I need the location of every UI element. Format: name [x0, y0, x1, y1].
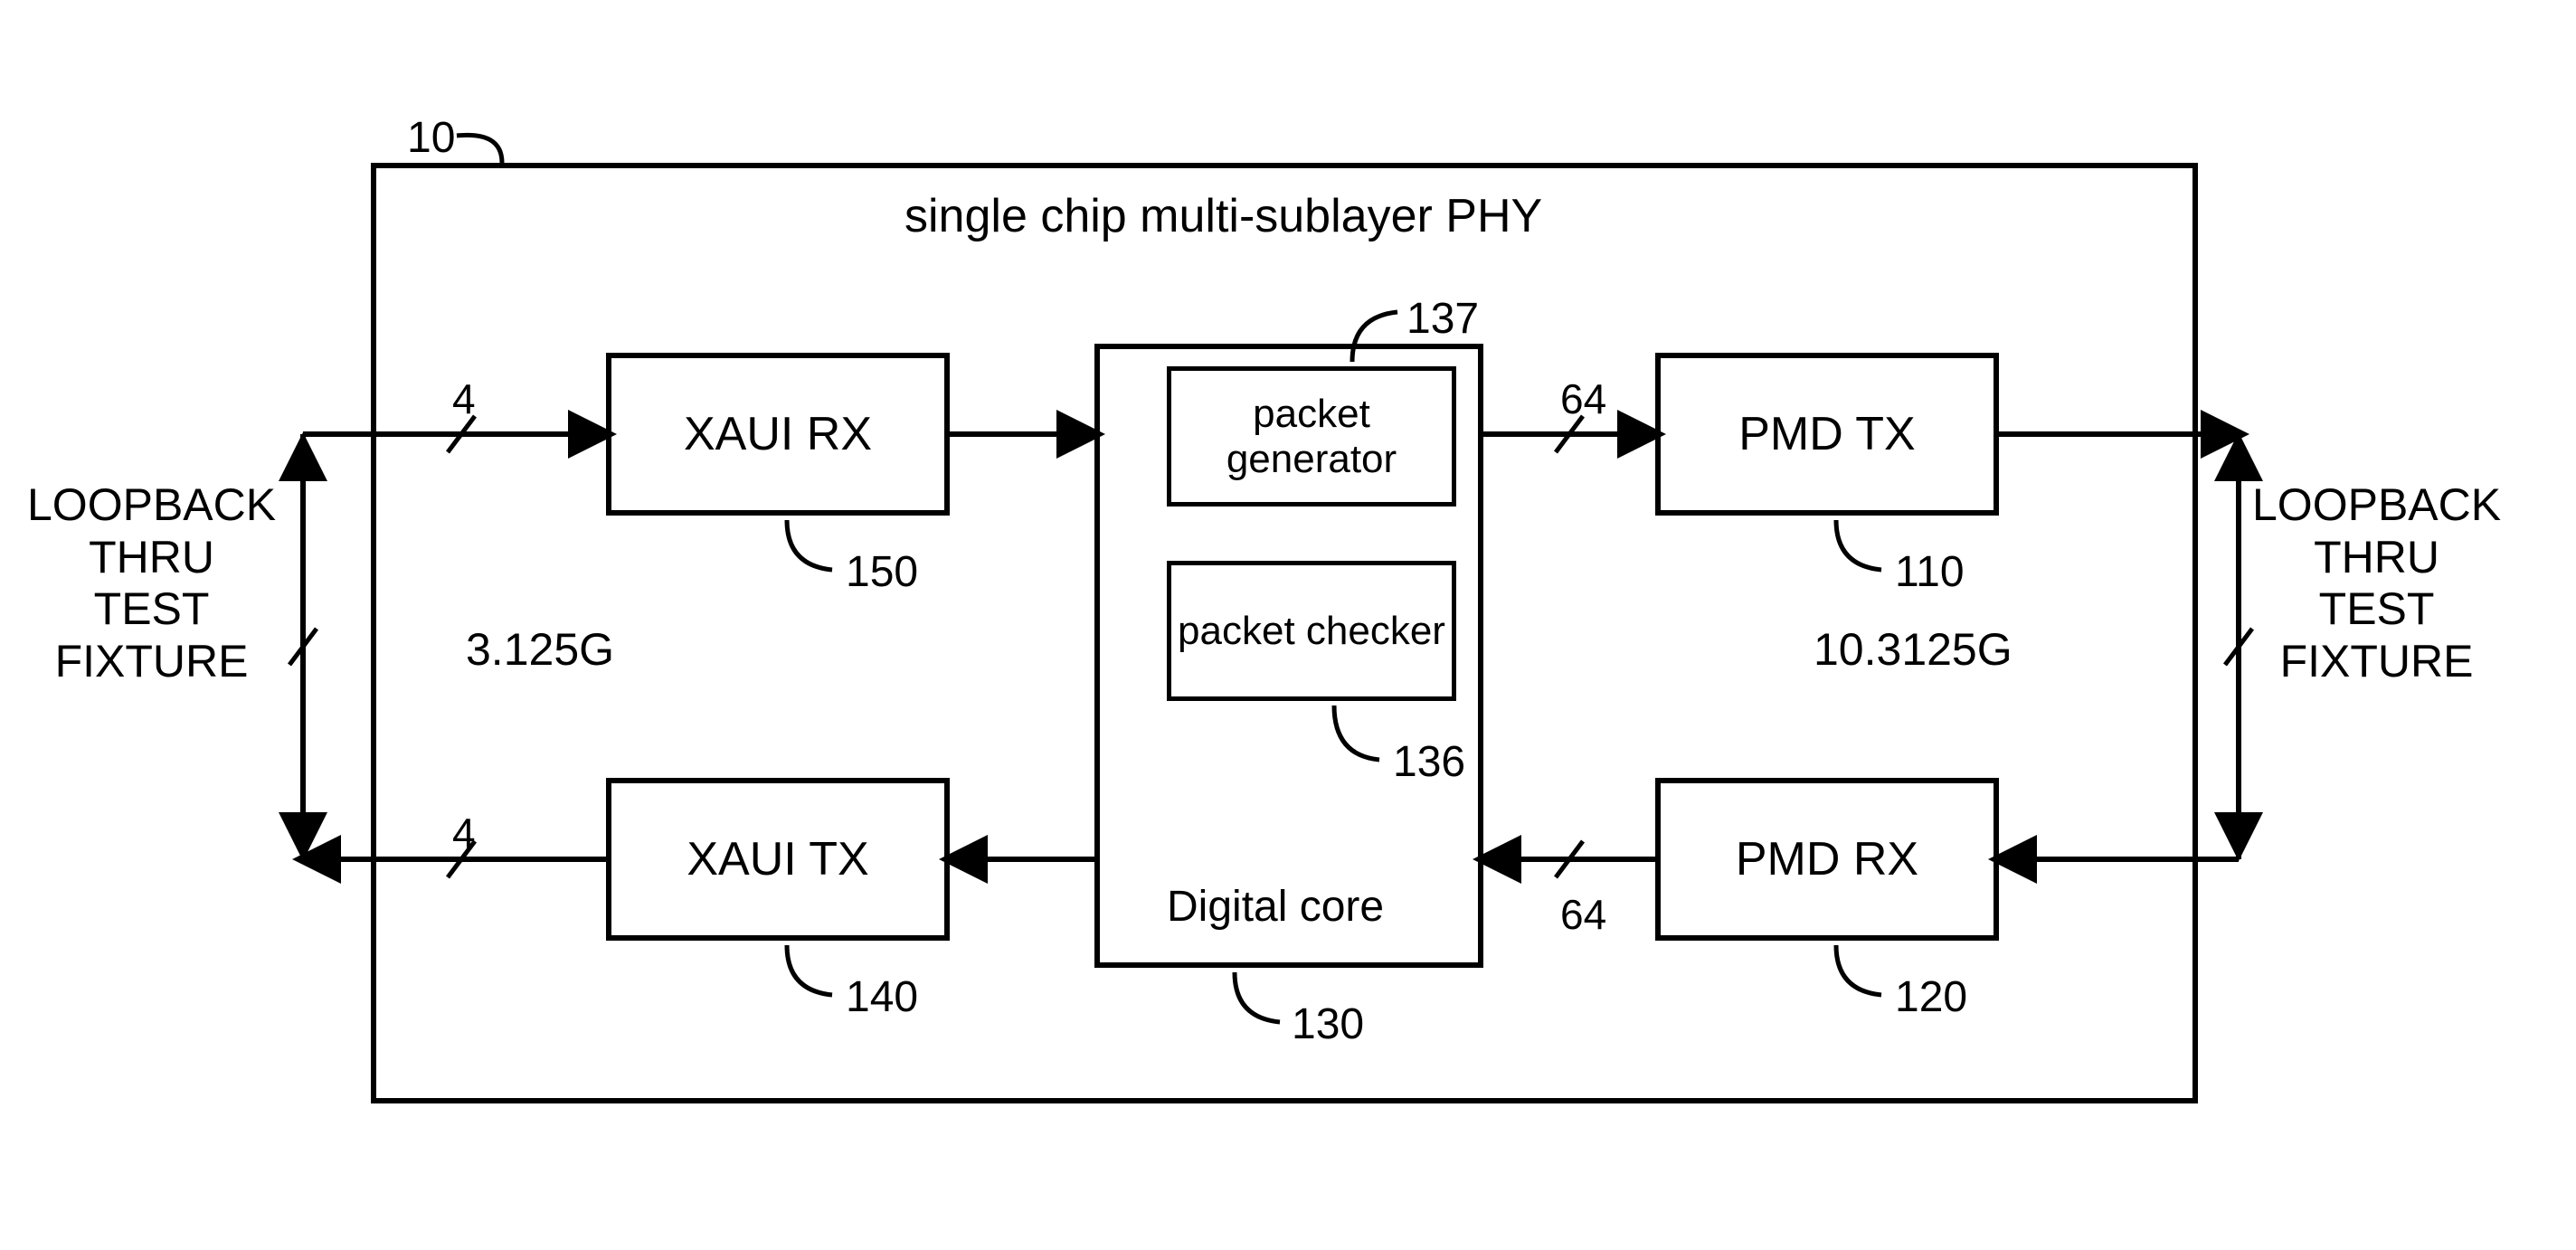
- block-packet-generator: packet generator: [1167, 366, 1456, 507]
- diagram-canvas: single chip multi-sublayer PHY XAUI RX X…: [0, 0, 2576, 1250]
- block-xaui-tx: XAUI TX: [606, 778, 950, 941]
- ref-10: 10: [407, 113, 455, 163]
- loopback-label-right: LOOPBACK THRU TEST FIXTURE: [2252, 479, 2501, 687]
- ref-120: 120: [1895, 972, 1967, 1022]
- slash-6: [2225, 629, 2252, 665]
- block-pmd-rx-label: PMD RX: [1736, 832, 1918, 886]
- block-packet-checker-label: packet checker: [1178, 609, 1445, 654]
- slash-5: [289, 629, 317, 665]
- ref-140: 140: [846, 972, 918, 1022]
- bus-label-64-bot: 64: [1560, 891, 1606, 939]
- ref-137: 137: [1406, 294, 1479, 344]
- ref-136: 136: [1393, 737, 1465, 787]
- block-packet-generator-label: packet generator: [1171, 392, 1452, 482]
- rate-label-left: 3.125G: [466, 624, 614, 677]
- outer-title: single chip multi-sublayer PHY: [904, 190, 1542, 244]
- ref-110: 110: [1895, 547, 1965, 597]
- block-pmd-tx: PMD TX: [1655, 353, 1999, 516]
- hook-10: [457, 135, 502, 163]
- bus-label-64-top: 64: [1560, 375, 1606, 423]
- block-xaui-rx: XAUI RX: [606, 353, 950, 516]
- block-pmd-tx-label: PMD TX: [1738, 407, 1916, 461]
- bus-label-4-top: 4: [452, 375, 476, 423]
- loopback-label-left: LOOPBACK THRU TEST FIXTURE: [27, 479, 276, 687]
- block-packet-checker: packet checker: [1167, 561, 1456, 701]
- block-xaui-rx-label: XAUI RX: [684, 407, 872, 461]
- block-xaui-tx-label: XAUI TX: [687, 832, 868, 886]
- ref-130: 130: [1292, 999, 1364, 1049]
- ref-150: 150: [846, 547, 918, 597]
- bus-label-4-bot: 4: [452, 810, 476, 857]
- block-pmd-rx: PMD RX: [1655, 778, 1999, 941]
- rate-label-right: 10.3125G: [1814, 624, 2012, 677]
- block-digital-core-label: Digital core: [1167, 882, 1384, 932]
